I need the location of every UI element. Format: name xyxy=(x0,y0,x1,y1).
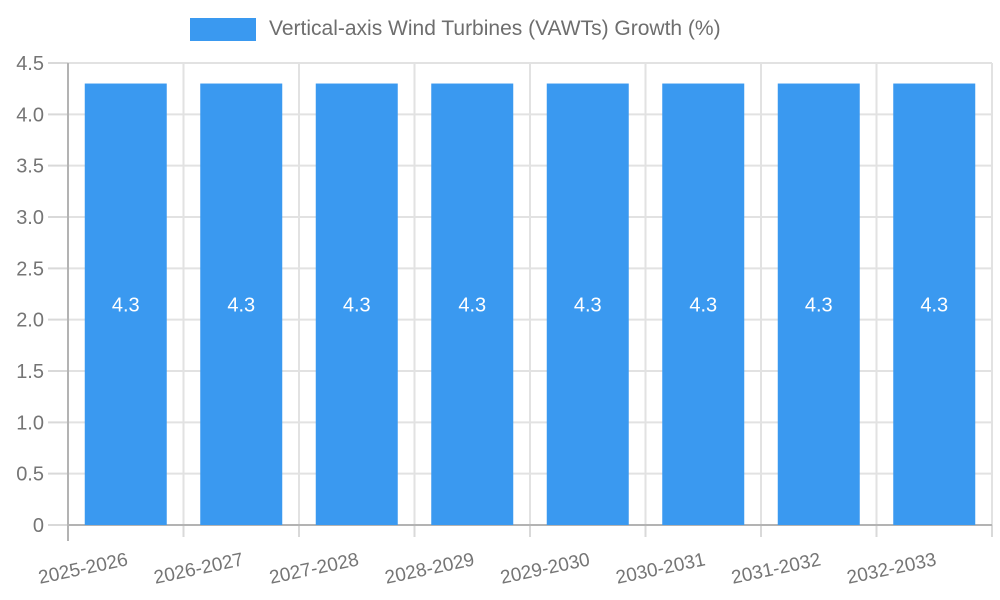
bar xyxy=(200,83,283,526)
bar xyxy=(431,83,514,526)
bar-value-label: 4.3 xyxy=(458,294,486,316)
legend-label: Vertical-axis Wind Turbines (VAWTs) Grow… xyxy=(269,17,721,40)
bar-value-label: 4.3 xyxy=(227,294,255,316)
bar xyxy=(893,83,976,526)
bar-value-label: 4.3 xyxy=(574,294,602,316)
x-category-label: 2027-2028 xyxy=(268,549,361,588)
x-category-label: 2032-2033 xyxy=(845,549,938,588)
x-category-label: 2026-2027 xyxy=(152,549,245,588)
x-category-label: 2029-2030 xyxy=(499,549,592,588)
bar xyxy=(662,83,745,526)
x-category-label: 2025-2026 xyxy=(37,549,130,588)
y-tick-label: 3.5 xyxy=(16,156,44,178)
y-tick-label: 3.0 xyxy=(16,207,44,229)
bar-value-label: 4.3 xyxy=(805,294,833,316)
bar-value-label: 4.3 xyxy=(343,294,371,316)
bar xyxy=(84,83,167,526)
bar-value-label: 4.3 xyxy=(689,294,717,316)
y-tick-label: 0 xyxy=(33,515,44,537)
bar xyxy=(546,83,629,526)
bar xyxy=(777,83,860,526)
y-tick-label: 4.5 xyxy=(16,53,44,75)
bar xyxy=(315,83,398,526)
y-tick-label: 1.5 xyxy=(16,361,44,383)
y-tick-label: 1.0 xyxy=(16,412,44,434)
y-tick-label: 2.0 xyxy=(16,310,44,332)
x-category-label: 2028-2029 xyxy=(383,549,476,588)
y-tick-label: 0.5 xyxy=(16,464,44,486)
x-category-label: 2030-2031 xyxy=(614,549,707,588)
x-category-label: 2031-2032 xyxy=(730,549,823,588)
y-tick-label: 4.0 xyxy=(16,104,44,126)
bar-value-label: 4.3 xyxy=(920,294,948,316)
legend-swatch-icon xyxy=(190,17,256,41)
legend[interactable]: Vertical-axis Wind Turbines (VAWTs) Grow… xyxy=(190,17,721,41)
y-tick-label: 2.5 xyxy=(16,258,44,280)
bar-value-label: 4.3 xyxy=(112,294,140,316)
